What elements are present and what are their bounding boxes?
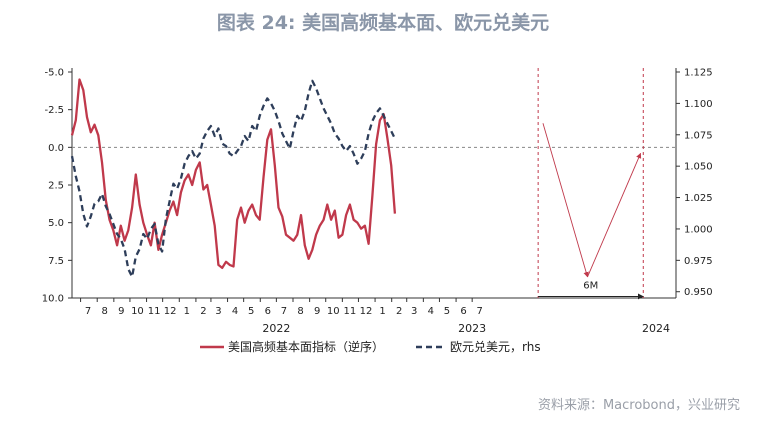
x-tick-label: 2 bbox=[200, 306, 206, 317]
x-tick-label: 12 bbox=[164, 306, 177, 317]
left-tick-label: -2.5 bbox=[44, 105, 64, 116]
x-tick-label: 3 bbox=[215, 306, 221, 317]
right-tick-label: 1.125 bbox=[684, 68, 713, 79]
right-tick-label: 1.025 bbox=[684, 193, 713, 204]
series-line-2 bbox=[70, 79, 396, 278]
x-tick-label: 3 bbox=[411, 306, 417, 317]
legend-label-2: 欧元兑美元，rhs bbox=[450, 340, 541, 354]
x-tick-label: 2 bbox=[396, 306, 402, 317]
left-tick-label: 7.5 bbox=[48, 256, 64, 267]
left-tick-label: 2.5 bbox=[48, 181, 64, 192]
x-tick-label: 4 bbox=[232, 306, 238, 317]
year-label: 2022 bbox=[262, 322, 290, 335]
right-tick-label: 1.100 bbox=[684, 99, 713, 110]
legend-label-1: 美国高频基本面指标（逆序） bbox=[228, 339, 384, 354]
right-tick-label: 1.050 bbox=[684, 162, 713, 173]
x-tick-label: 6 bbox=[460, 306, 466, 317]
right-tick-label: 0.950 bbox=[684, 287, 713, 298]
x-tick-label: 10 bbox=[327, 306, 340, 317]
trend-arrow bbox=[542, 123, 589, 278]
year-label: 2024 bbox=[642, 322, 670, 335]
x-tick-label: 6 bbox=[265, 306, 271, 317]
x-tick-label: 1 bbox=[379, 306, 385, 317]
duration-label: 6M bbox=[583, 280, 598, 291]
source-note: 资料来源：Macrobond，兴业研究 bbox=[537, 398, 740, 413]
x-tick-label: 11 bbox=[343, 306, 356, 317]
left-tick-label: 10.0 bbox=[42, 294, 64, 305]
x-tick-label: 4 bbox=[428, 306, 434, 317]
x-tick-label: 12 bbox=[360, 306, 373, 317]
x-tick-label: 5 bbox=[248, 306, 254, 317]
x-tick-label: 7 bbox=[476, 306, 482, 317]
x-tick-label: 11 bbox=[148, 306, 161, 317]
year-label: 2023 bbox=[458, 322, 486, 335]
chart-title: 图表 24: 美国高频基本面、欧元兑美元 bbox=[216, 12, 550, 34]
x-tick-label: 7 bbox=[85, 306, 91, 317]
x-tick-label: 5 bbox=[444, 306, 450, 317]
x-tick-label: 7 bbox=[281, 306, 287, 317]
trend-arrow bbox=[587, 152, 642, 278]
x-tick-label: 1 bbox=[184, 306, 190, 317]
left-tick-label: 5.0 bbox=[48, 218, 64, 229]
x-tick-label: 9 bbox=[118, 306, 124, 317]
series-line-1 bbox=[70, 78, 397, 270]
x-tick-label: 8 bbox=[102, 306, 108, 317]
x-tick-label: 10 bbox=[131, 306, 144, 317]
left-tick-label: 0.0 bbox=[48, 143, 64, 154]
right-tick-label: 1.000 bbox=[684, 224, 713, 235]
x-tick-label: 8 bbox=[297, 306, 303, 317]
x-tick-label: 9 bbox=[314, 306, 320, 317]
right-tick-label: 0.975 bbox=[684, 256, 713, 267]
left-tick-label: -5.0 bbox=[44, 68, 64, 79]
right-tick-label: 1.075 bbox=[684, 130, 713, 141]
